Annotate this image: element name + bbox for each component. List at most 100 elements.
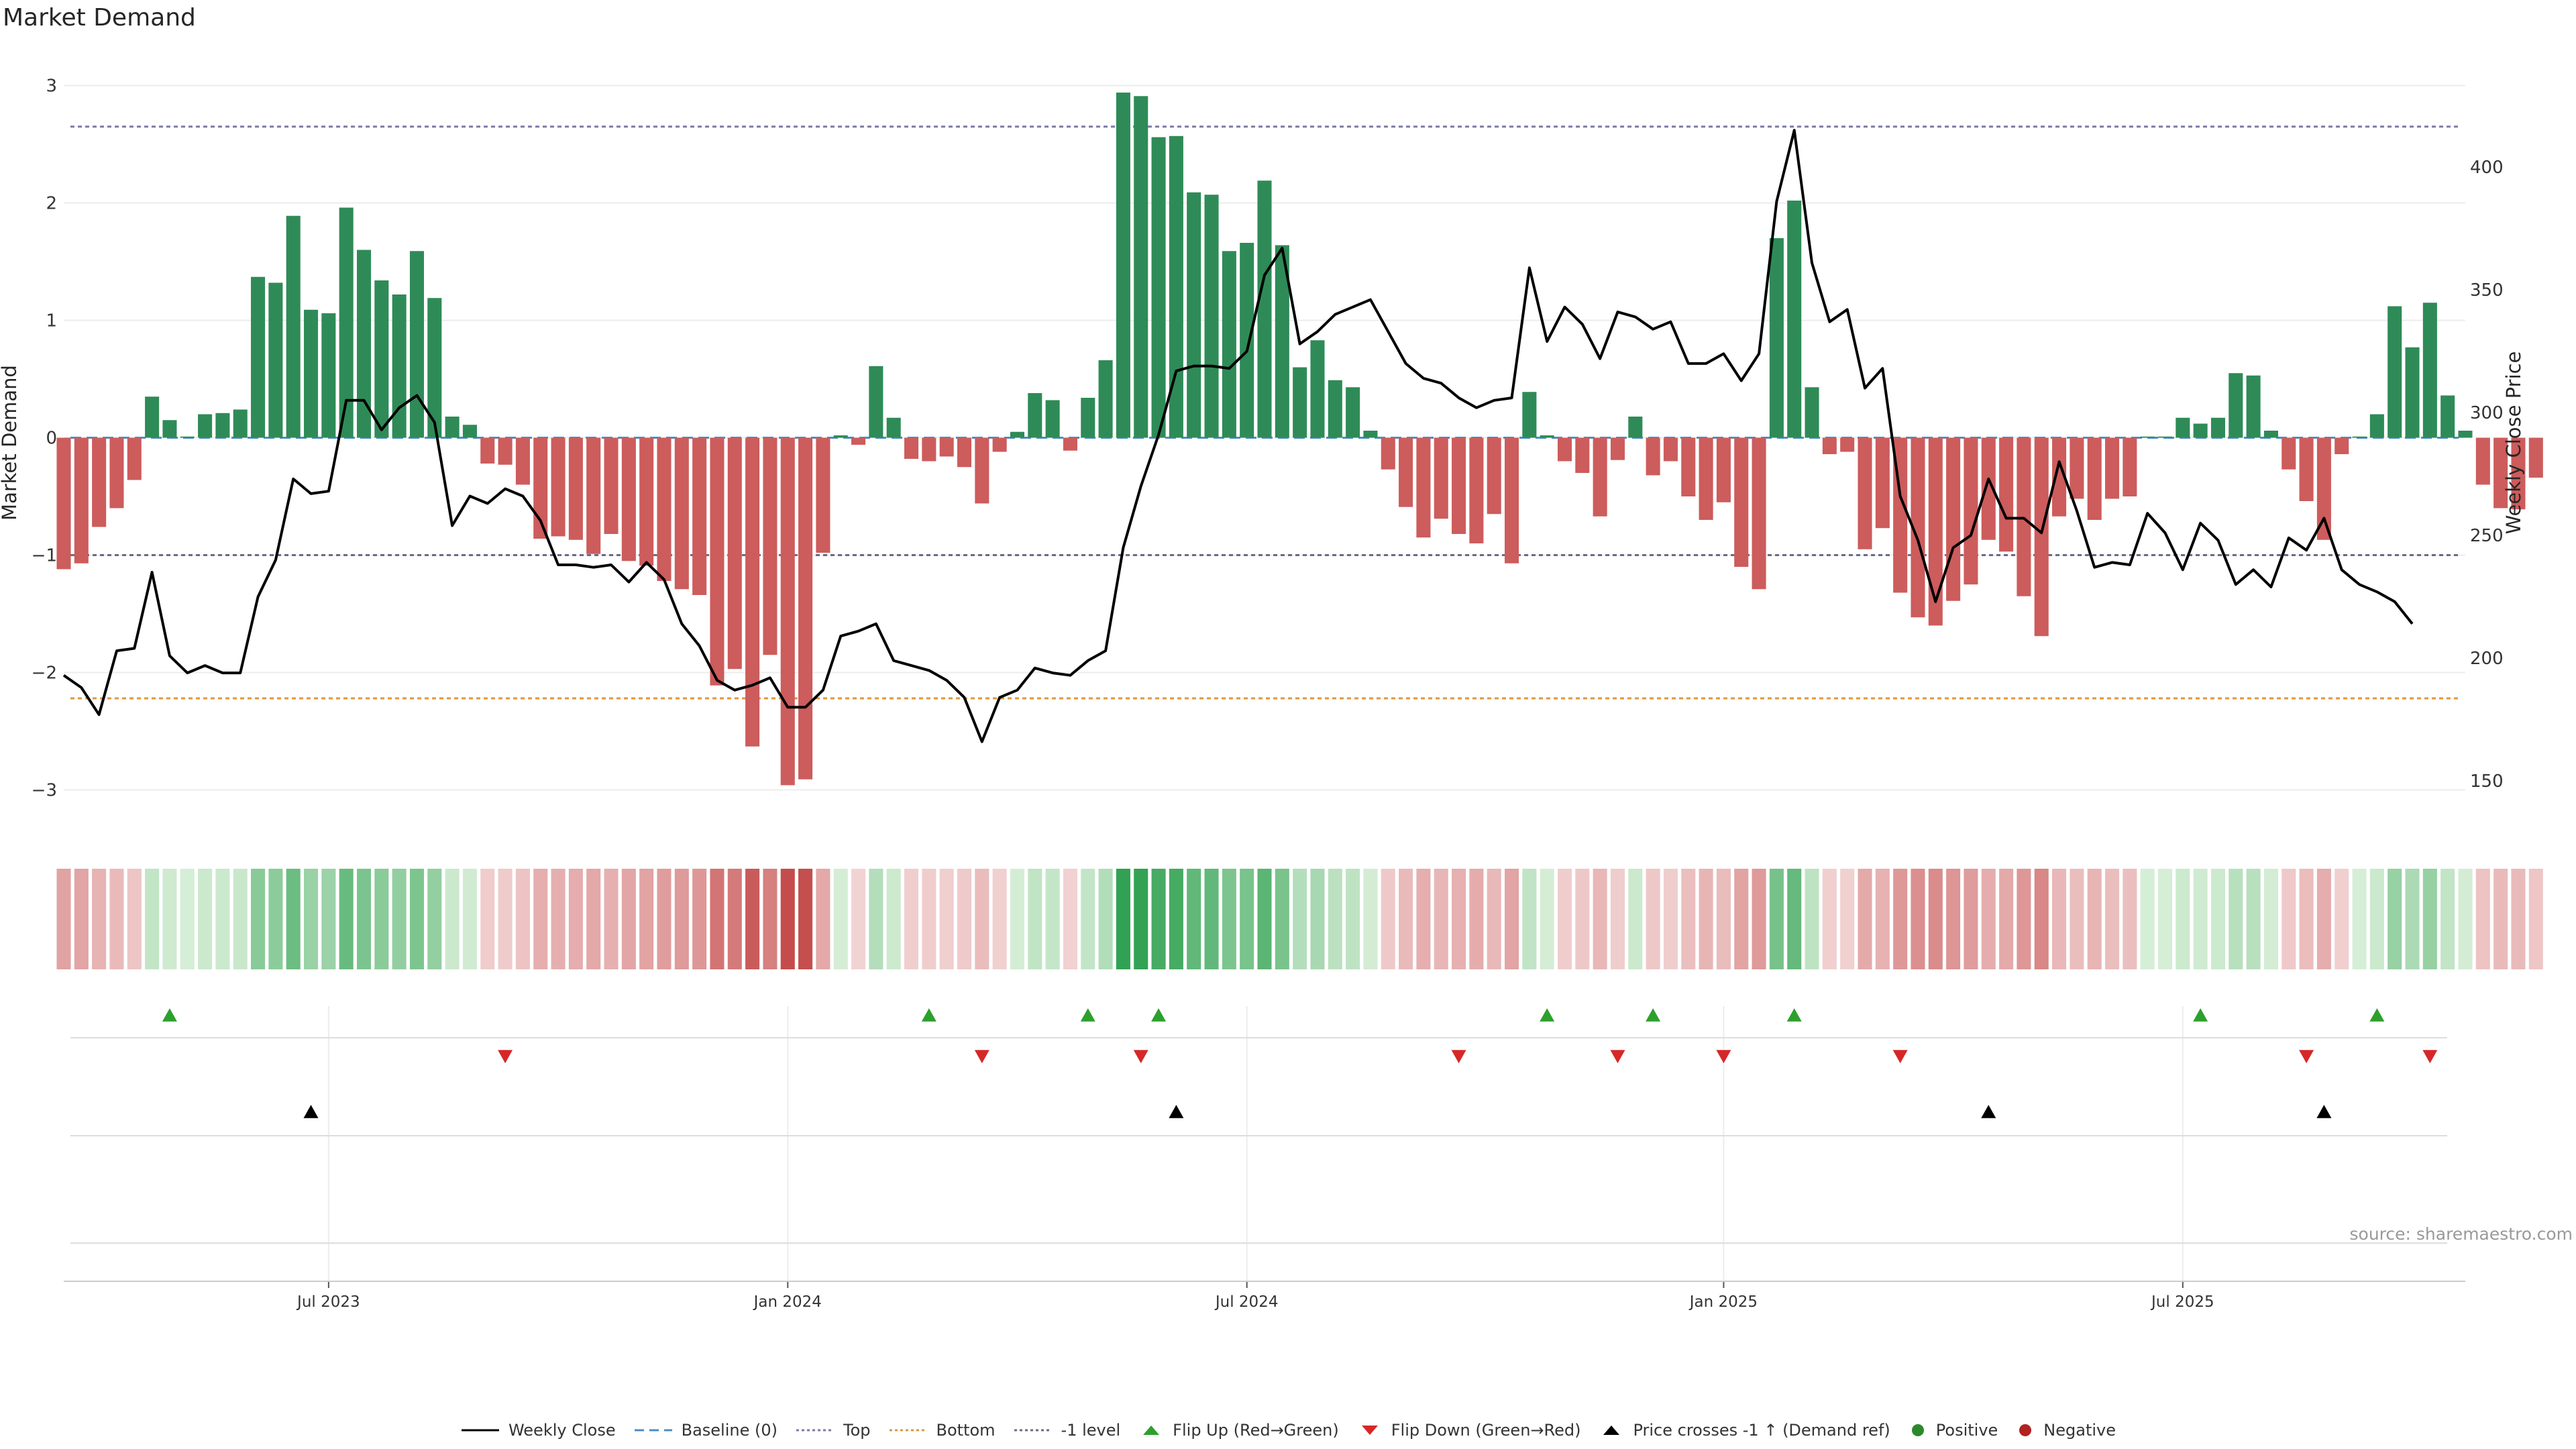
heat-cell xyxy=(2052,869,2067,969)
heat-cell xyxy=(215,869,230,969)
heat-cell xyxy=(1399,869,1413,969)
demand-bar xyxy=(639,437,654,566)
heat-cell xyxy=(1575,869,1590,969)
demand-bar xyxy=(1452,437,1466,534)
heat-cell xyxy=(445,869,460,969)
heat-cell xyxy=(657,869,672,969)
heat-cell xyxy=(568,869,583,969)
solid-line-icon xyxy=(461,1429,499,1432)
heat-cell xyxy=(374,869,389,969)
demand-bar xyxy=(1363,431,1378,438)
heat-cell xyxy=(2405,869,2420,969)
demand-bar xyxy=(1310,340,1325,438)
demand-bar xyxy=(2528,437,2543,478)
demand-bar xyxy=(869,366,883,438)
flip-up-marker xyxy=(1786,1008,1802,1022)
demand-bar xyxy=(939,437,954,457)
heat-cell xyxy=(1911,869,1925,969)
demand-bar xyxy=(1469,437,1484,543)
legend-label-flip-up: Flip Up (Red→Green) xyxy=(1173,1421,1339,1440)
dotted-line-icon xyxy=(796,1429,834,1432)
demand-bar xyxy=(162,420,177,438)
demand-bar xyxy=(1257,180,1272,438)
flip-up-marker xyxy=(921,1008,936,1022)
demand-bar xyxy=(2087,437,2102,520)
heat-cell xyxy=(2034,869,2049,969)
demand-bar xyxy=(1346,387,1360,438)
demand-bar xyxy=(780,437,795,786)
heat-cell xyxy=(1346,869,1360,969)
heat-cell xyxy=(1363,869,1378,969)
heat-cell xyxy=(674,869,689,969)
demand-bar xyxy=(1716,437,1731,502)
y-right-tick-label: 300 xyxy=(2470,403,2504,423)
heat-cell xyxy=(2017,869,2031,969)
demand-bar xyxy=(498,437,513,465)
demand-bar xyxy=(1610,437,1625,460)
heat-cell xyxy=(286,869,301,969)
demand-bar xyxy=(1028,393,1042,438)
heat-cell xyxy=(816,869,830,969)
demand-bar xyxy=(674,437,689,590)
heat-cell xyxy=(233,869,248,969)
heat-cell xyxy=(745,869,760,969)
price-cross-marker xyxy=(2316,1105,2332,1118)
demand-bar xyxy=(1822,437,1837,454)
demand-bar xyxy=(2034,437,2049,637)
heat-cell xyxy=(1787,869,1802,969)
demand-bar xyxy=(763,437,777,655)
demand-bar xyxy=(851,437,866,445)
demand-bar xyxy=(2052,437,2067,517)
heat-cell xyxy=(92,869,107,969)
demand-bar xyxy=(604,437,619,534)
chart-legend: Weekly Close Baseline (0) Top Bottom -1 … xyxy=(0,1415,2576,1445)
flip-up-marker xyxy=(162,1008,177,1022)
market-demand-chart: Market Demand 3 2 1 0 −1 −2 −3 400 350 300 250 200 1… xyxy=(0,4,2573,1311)
flip-down-marker xyxy=(1451,1050,1466,1063)
legend-label-bottom: Bottom xyxy=(936,1421,996,1440)
price-cross-marker xyxy=(303,1105,319,1118)
heat-cell xyxy=(1204,869,1219,969)
demand-bar xyxy=(568,437,583,540)
demand-bar xyxy=(1098,360,1113,438)
heat-cell xyxy=(1663,869,1678,969)
heat-cell xyxy=(1822,869,1837,969)
heat-cell xyxy=(763,869,777,969)
x-tick-label: Jul 2024 xyxy=(1214,1293,1279,1311)
demand-bar xyxy=(922,437,936,462)
y-left-tick-label: −3 xyxy=(32,781,57,801)
demand-bar xyxy=(215,413,230,438)
heat-cell xyxy=(2299,869,2314,969)
flip-up-marker xyxy=(1080,1008,1095,1022)
demand-bar xyxy=(515,437,530,485)
demand-bar xyxy=(2334,437,2349,454)
price-cross-marker xyxy=(1169,1105,1184,1118)
demand-bar xyxy=(2229,373,2243,438)
heat-cell xyxy=(1134,869,1148,969)
heat-cell xyxy=(886,869,901,969)
heat-cell xyxy=(975,869,989,969)
chart-title: Market Demand xyxy=(3,4,196,32)
heat-cell xyxy=(2087,869,2102,969)
y-axis-left-label: Market Demand xyxy=(0,365,21,521)
heat-cell xyxy=(1310,869,1325,969)
heat-cell xyxy=(1946,869,1961,969)
demand-bar xyxy=(2299,437,2314,501)
heat-cell xyxy=(621,869,636,969)
heat-cell xyxy=(992,869,1007,969)
demand-bar xyxy=(74,437,89,564)
demand-bar xyxy=(374,280,389,438)
y-left-tick-label: 3 xyxy=(46,76,57,97)
demand-bar xyxy=(321,313,336,438)
heat-cell xyxy=(2123,869,2137,969)
demand-bar xyxy=(409,251,424,438)
heat-cell xyxy=(1381,869,1395,969)
heat-cell xyxy=(1469,869,1484,969)
demand-bar xyxy=(2123,437,2137,496)
flip-up-marker xyxy=(1646,1008,1661,1022)
flip-down-marker xyxy=(2422,1050,2438,1063)
heat-cell xyxy=(2210,869,2225,969)
heat-cell xyxy=(780,869,795,969)
demand-bar xyxy=(1081,398,1095,438)
demand-bar xyxy=(445,417,460,438)
